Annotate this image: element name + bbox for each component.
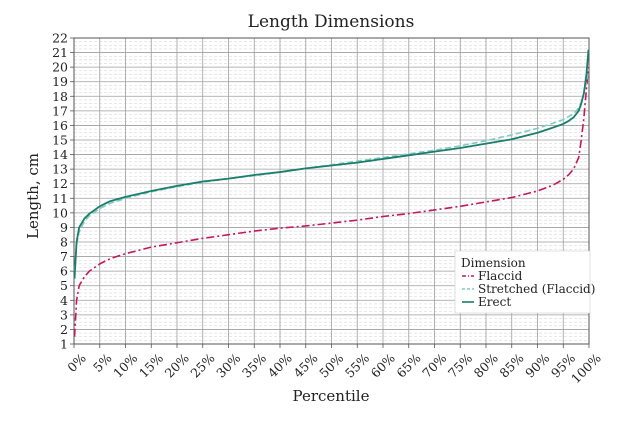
- y-tick-label: 4: [60, 293, 68, 308]
- y-tick-label: 7: [60, 249, 68, 264]
- legend-title: Dimension: [461, 256, 526, 270]
- y-tick-label: 15: [52, 133, 68, 148]
- series-lines: [73, 49, 590, 337]
- legend-label: Erect: [478, 295, 511, 309]
- y-tick-label: 18: [52, 89, 68, 104]
- y-axis-label: Length, cm: [24, 153, 42, 239]
- y-tick-label: 20: [52, 60, 68, 75]
- y-tick-label: 22: [52, 31, 68, 46]
- y-tick-label: 3: [60, 307, 68, 322]
- legend-label: Flaccid: [478, 269, 523, 283]
- y-tick-label: 8: [60, 235, 68, 250]
- y-tick-label: 6: [60, 264, 68, 279]
- y-tick-label: 14: [52, 147, 68, 162]
- y-tick-label: 13: [52, 162, 68, 177]
- series-line-1: [73, 67, 590, 337]
- legend-box: [454, 250, 591, 314]
- chart-title: Length Dimensions: [248, 12, 415, 32]
- y-tick-label: 2: [60, 322, 68, 337]
- y-tick-label: 21: [52, 45, 68, 60]
- x-axis-label: Percentile: [293, 387, 370, 405]
- y-tick-label: 12: [52, 176, 68, 191]
- series-line-2: [73, 69, 590, 272]
- y-tick-label: 5: [60, 278, 68, 293]
- y-tick-label: 19: [52, 74, 68, 89]
- legend-label: Stretched (Flaccid): [478, 282, 595, 296]
- y-tick-label: 10: [52, 205, 68, 220]
- y-tick-label: 16: [52, 118, 68, 133]
- y-tick-label: 11: [52, 191, 68, 206]
- y-tick-label: 9: [60, 220, 68, 235]
- y-tick-label: 1: [60, 337, 68, 352]
- y-tick-label: 17: [52, 103, 68, 118]
- series-line-3: [73, 49, 590, 279]
